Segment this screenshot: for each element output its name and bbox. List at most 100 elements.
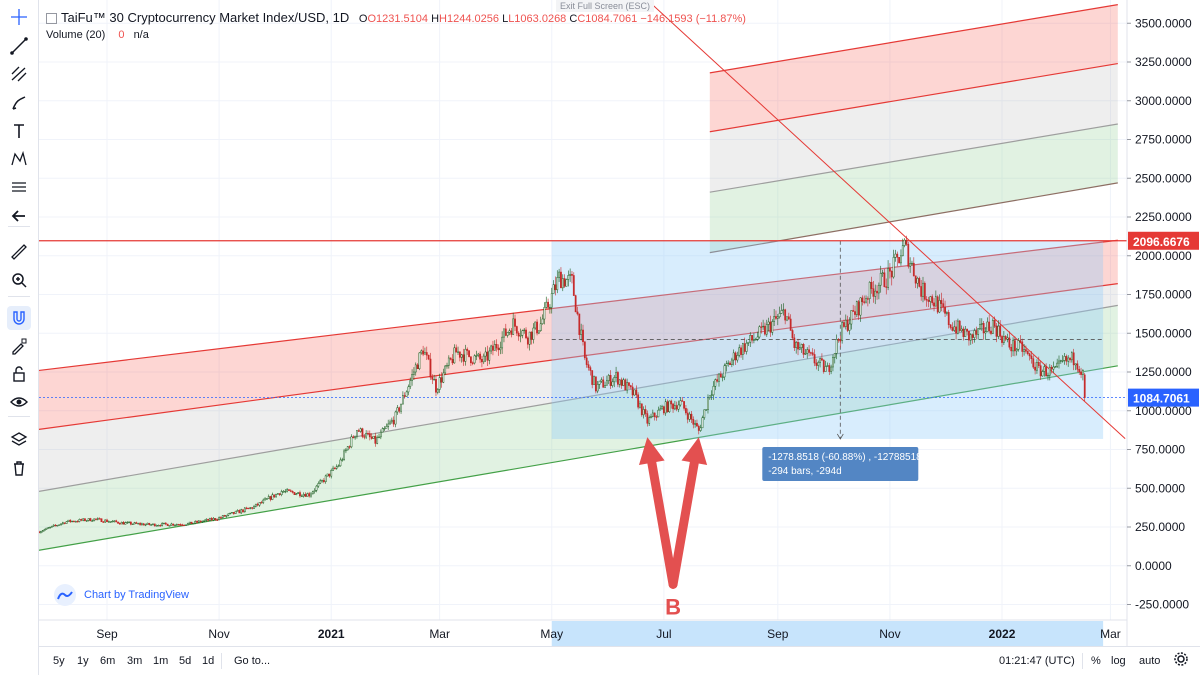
candle-body [313, 490, 316, 492]
lock-drawing-icon[interactable] [7, 334, 31, 358]
settings-gear-icon[interactable] [1173, 651, 1189, 670]
zoom-icon[interactable] [7, 268, 31, 292]
drawing-toolbar [0, 0, 39, 675]
auto-toggle[interactable]: auto [1139, 655, 1161, 667]
candle-body [1041, 371, 1044, 377]
candle-body [345, 449, 347, 452]
candle-body [966, 328, 969, 332]
price-chart[interactable]: B -1278.8518 (-60.88%) , -12788518 -294 ba… [39, 0, 1200, 646]
candle-body [922, 282, 924, 297]
ruler-icon[interactable] [7, 240, 31, 264]
candle-body [626, 382, 629, 391]
candle-body [662, 406, 665, 414]
candle-body [1039, 365, 1042, 377]
fib-tools-icon[interactable] [7, 62, 31, 86]
timeframe-6m[interactable]: 6m [100, 655, 116, 667]
timeframe-1y[interactable]: 1y [77, 655, 89, 667]
trash-icon[interactable] [7, 456, 31, 480]
exit-fullscreen-button[interactable]: Exit Full Screen (ESC) [556, 0, 655, 12]
candle-body [912, 262, 915, 277]
timeframe-1d[interactable]: 1d [202, 655, 215, 667]
trend-line-icon[interactable] [7, 34, 31, 58]
candle-body [964, 328, 967, 337]
price-axis-label: 250.0000 [1135, 520, 1185, 534]
candle-body [291, 490, 294, 493]
collapse-icon[interactable] [46, 13, 57, 25]
tradingview-attribution[interactable]: Chart by TradingView [54, 584, 189, 606]
candle-body [1052, 366, 1055, 370]
candle-body [1065, 356, 1068, 362]
candle-body [585, 357, 588, 365]
candle-body [874, 290, 877, 297]
candle-body [624, 379, 627, 391]
candle-body [615, 372, 617, 378]
candle-body [846, 319, 849, 331]
candle-body [771, 321, 774, 333]
measure-icon[interactable] [7, 175, 31, 199]
timeframe-1m[interactable]: 1m [153, 655, 169, 667]
candle-body [861, 297, 864, 303]
volume-label[interactable]: Volume (20) [46, 29, 106, 41]
magnet-icon[interactable] [7, 306, 31, 330]
candle-body [629, 385, 632, 388]
timeframe-5d[interactable]: 5d [179, 655, 192, 667]
candle-body [1025, 349, 1027, 352]
candle-body [471, 362, 474, 364]
candle-body [740, 347, 742, 355]
candle-body [758, 326, 761, 338]
eye-icon[interactable] [7, 390, 31, 414]
candle-body [945, 312, 948, 314]
unlock-icon[interactable] [7, 362, 31, 386]
candle-body [71, 520, 73, 523]
candle-body [887, 268, 889, 288]
candle-body [563, 278, 566, 287]
brush-icon[interactable] [7, 91, 31, 115]
candle-body [690, 413, 693, 420]
candle-body [111, 520, 114, 523]
candle-body [701, 417, 704, 429]
candle-body [1001, 336, 1003, 343]
layers-icon[interactable] [7, 428, 31, 452]
time-axis-label: Sep [767, 627, 789, 641]
pattern-icon[interactable] [7, 147, 31, 171]
utc-clock[interactable]: 01:21:47 (UTC) [999, 655, 1075, 667]
candle-body [49, 526, 51, 529]
candle-body [633, 389, 636, 396]
candle-body [618, 379, 621, 385]
candle-body [411, 374, 413, 381]
candle-body [177, 524, 180, 526]
log-toggle[interactable]: log [1111, 655, 1126, 667]
text-icon[interactable] [7, 119, 31, 143]
candle-body [398, 407, 401, 412]
candle-body [54, 524, 57, 527]
channel-band [709, 124, 1118, 253]
goto-button[interactable]: Go to... [234, 655, 271, 667]
volume-na: n/a [133, 29, 149, 41]
candle-body [396, 407, 399, 413]
candle-body [56, 525, 59, 527]
candle-body [251, 507, 254, 509]
time-axis-label: May [540, 627, 563, 641]
back-arrow-icon[interactable] [7, 204, 31, 228]
candle-body [830, 366, 833, 372]
timeframe-3m[interactable]: 3m [127, 655, 143, 667]
candle-body [1002, 336, 1005, 343]
candle-body [743, 343, 746, 352]
candle-body [549, 306, 551, 309]
candle-body [688, 413, 691, 420]
candle-body [482, 355, 485, 363]
candle-body [719, 373, 722, 378]
symbol-title[interactable]: TaiFu™ 30 Cryptocurrency Market Index/US… [61, 10, 350, 25]
candle-body [378, 436, 380, 438]
timeframe-5y[interactable]: 5y [53, 655, 65, 667]
candle-body [819, 358, 821, 363]
crosshair-icon[interactable] [7, 5, 31, 29]
percent-toggle[interactable]: % [1091, 655, 1101, 667]
candle-body [102, 521, 105, 523]
candle-body [578, 313, 581, 335]
toolbar-divider [8, 416, 30, 417]
candle-body [440, 377, 443, 383]
candle-body [536, 321, 538, 334]
candle-body [1006, 337, 1009, 340]
candle-body [409, 380, 412, 388]
